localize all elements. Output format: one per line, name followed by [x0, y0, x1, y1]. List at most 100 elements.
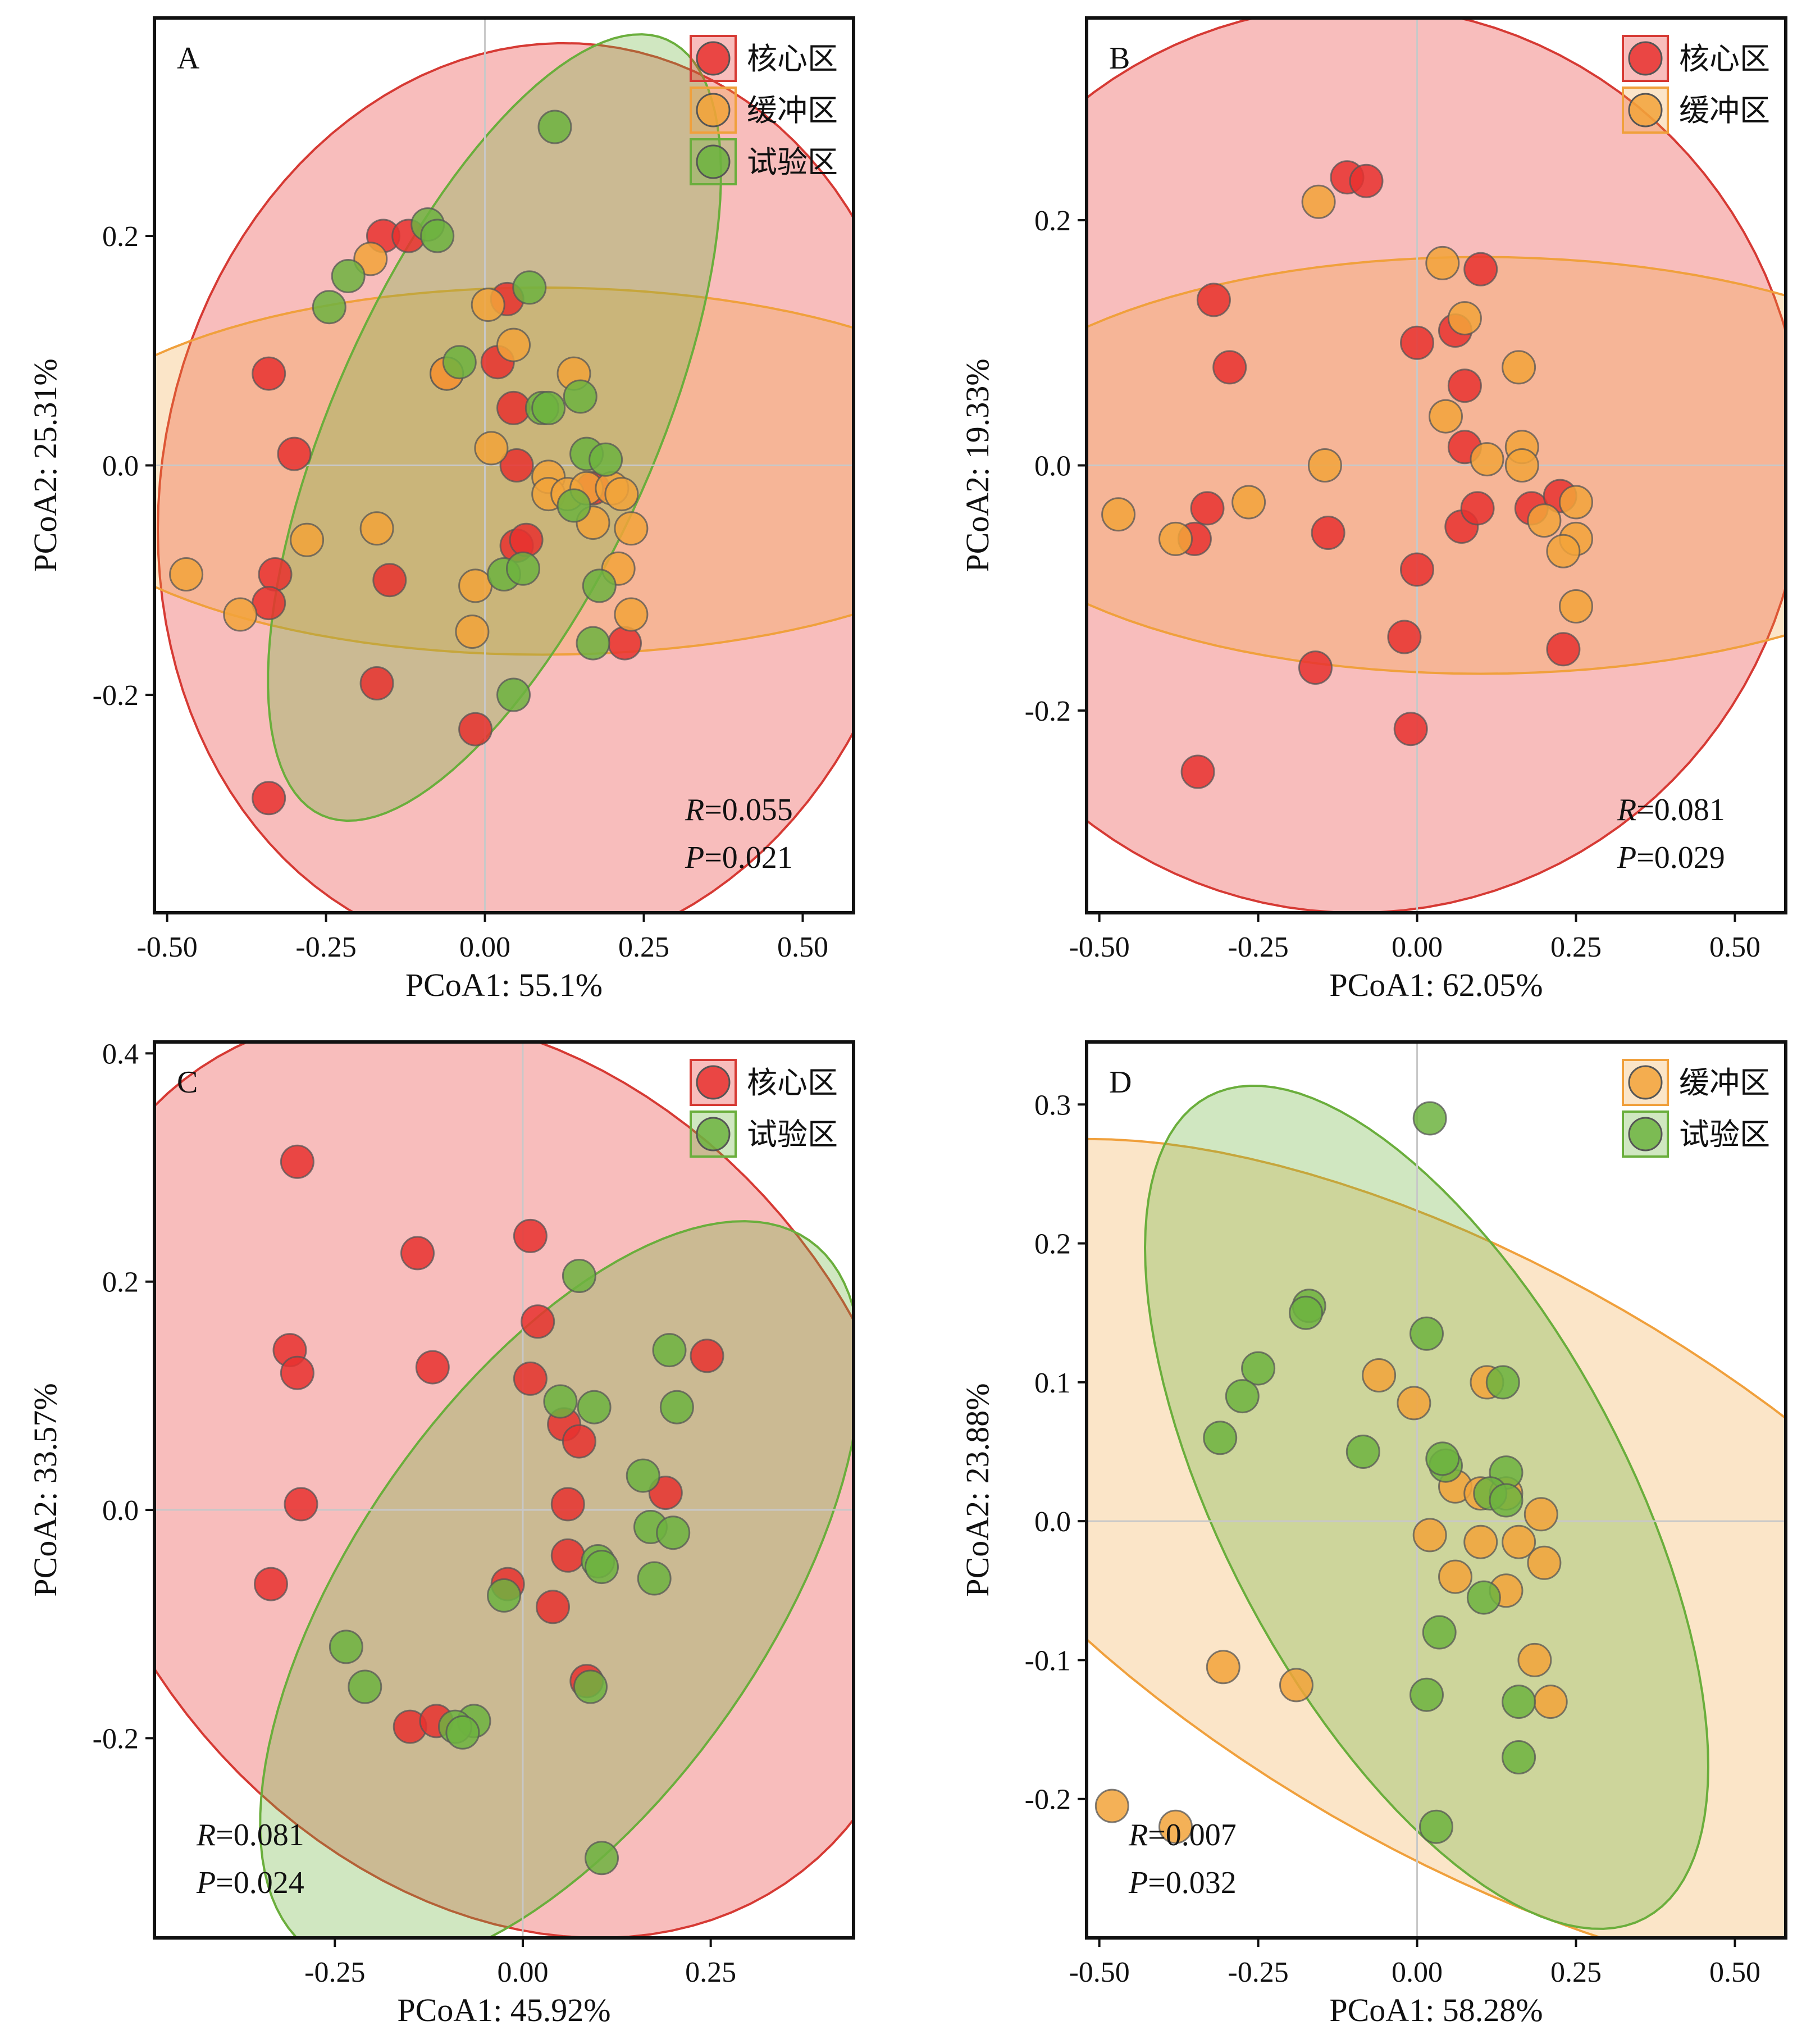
legend-label-buffer: 缓冲区: [1679, 1065, 1770, 1100]
point-test: [1225, 1379, 1260, 1414]
point-core: [1190, 491, 1225, 526]
legend-label-test: 试验区: [747, 144, 838, 180]
point-core: [499, 448, 534, 483]
x-axis-title: PCoA1: 55.1%: [405, 967, 603, 1003]
point-core: [400, 1236, 435, 1271]
point-test: [1345, 1435, 1380, 1469]
point-test: [576, 626, 610, 661]
panel-letter: C: [177, 1065, 198, 1100]
stat-r: R=0.007: [1128, 1818, 1237, 1853]
stat-r: R=0.055: [685, 793, 793, 827]
point-core: [284, 1487, 318, 1522]
point-test: [562, 1259, 596, 1293]
point-core: [252, 586, 286, 621]
legend-marker-core: [1628, 41, 1663, 76]
point-buffer: [1412, 1518, 1447, 1553]
point-test: [420, 219, 455, 253]
point-buffer: [1362, 1358, 1397, 1392]
point-buffer: [1527, 1545, 1562, 1580]
ellipse-core: [154, 1042, 854, 1938]
point-buffer: [169, 557, 204, 591]
point-core: [513, 1218, 548, 1253]
x-tick-label: 0.00: [459, 931, 510, 963]
point-test: [557, 488, 591, 523]
ellipse-test: [267, 33, 722, 822]
stat-r: R=0.081: [196, 1818, 304, 1853]
point-test: [585, 1550, 619, 1585]
legend-label-core: 核心区: [1679, 41, 1770, 76]
legend-marker-core: [696, 1065, 731, 1100]
stat-p: P=0.029: [1617, 840, 1725, 875]
legend-marker-core: [696, 41, 731, 76]
point-core: [415, 1350, 450, 1385]
point-test: [1203, 1421, 1238, 1455]
point-buffer: [1559, 589, 1593, 623]
panel-C: -0.25 0.00 0.25 -0.2 0.0 0.2 0.4 PCoA1: 45.92% P…: [27, 1038, 855, 2028]
point-test: [543, 1384, 578, 1419]
stat-r: R=0.081: [1617, 793, 1725, 827]
plot-area: [1087, 1042, 1786, 1938]
stat-p: P=0.024: [196, 1865, 304, 1900]
point-test: [573, 1669, 608, 1704]
x-tick-label: 0.50: [1709, 931, 1760, 963]
point-core: [1546, 632, 1581, 667]
point-buffer: [1533, 1685, 1568, 1719]
point-test: [1502, 1740, 1536, 1774]
legend-label-test: 试验区: [747, 1117, 838, 1152]
point-buffer: [1438, 1559, 1472, 1594]
point-core: [458, 712, 493, 747]
x-tick-label: -0.25: [1228, 1956, 1288, 1988]
point-core: [359, 666, 394, 700]
point-core: [1393, 712, 1428, 747]
point-core: [1196, 283, 1231, 317]
x-tick-label: 0.25: [618, 931, 669, 963]
x-tick-label: -0.25: [1228, 931, 1288, 963]
point-core: [1400, 552, 1434, 587]
point-core: [1447, 368, 1482, 403]
point-core: [1311, 516, 1345, 550]
point-test: [637, 1561, 672, 1596]
point-buffer: [1527, 503, 1562, 538]
point-buffer: [1279, 1668, 1313, 1703]
point-buffer: [359, 511, 394, 546]
point-buffer: [1158, 1809, 1193, 1844]
y-axis-title: PCoA2: 23.88%: [959, 1383, 996, 1596]
legend-label-core: 核心区: [747, 1065, 838, 1100]
legend-label-buffer: 缓冲区: [1679, 93, 1770, 128]
point-buffer: [1425, 245, 1460, 280]
y-tick-label: 0.2: [102, 1267, 139, 1299]
stat-p: P=0.021: [685, 840, 793, 875]
plot-frame: [153, 1040, 855, 1940]
y-tick-label: 0.0: [102, 1495, 139, 1527]
point-core: [372, 563, 407, 598]
point-test: [531, 390, 566, 425]
point-core: [1400, 325, 1434, 360]
point-core: [513, 1361, 548, 1396]
point-core: [550, 1487, 585, 1522]
point-buffer: [1158, 521, 1193, 556]
x-tick-label: -0.50: [1069, 931, 1129, 963]
point-test: [582, 568, 617, 603]
point-test: [1422, 1615, 1457, 1650]
legend-label-core: 核心区: [747, 41, 838, 76]
point-test: [445, 1715, 480, 1750]
x-tick-label: 0.00: [1392, 931, 1443, 963]
y-tick-label: -0.2: [1025, 695, 1071, 727]
x-tick-label: 0.00: [1392, 1956, 1443, 1988]
x-tick-label: 0.00: [497, 1956, 548, 1988]
point-test: [348, 1669, 382, 1704]
point-buffer: [1206, 1650, 1240, 1685]
point-core: [1212, 350, 1247, 385]
point-test: [589, 442, 623, 477]
point-test: [1502, 1685, 1536, 1719]
point-buffer: [496, 327, 531, 362]
x-tick-label: 0.25: [1550, 931, 1602, 963]
point-core: [608, 626, 642, 661]
point-buffer: [614, 597, 649, 632]
y-axis-title: PCoA2: 33.57%: [27, 1383, 63, 1596]
point-core: [277, 436, 312, 471]
legend-marker-test: [696, 144, 731, 179]
point-buffer: [474, 431, 509, 466]
